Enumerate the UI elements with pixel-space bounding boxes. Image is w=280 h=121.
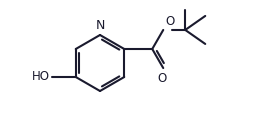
Text: O: O <box>165 15 174 28</box>
Text: O: O <box>158 72 167 85</box>
Text: HO: HO <box>32 71 50 83</box>
Text: N: N <box>95 19 105 32</box>
